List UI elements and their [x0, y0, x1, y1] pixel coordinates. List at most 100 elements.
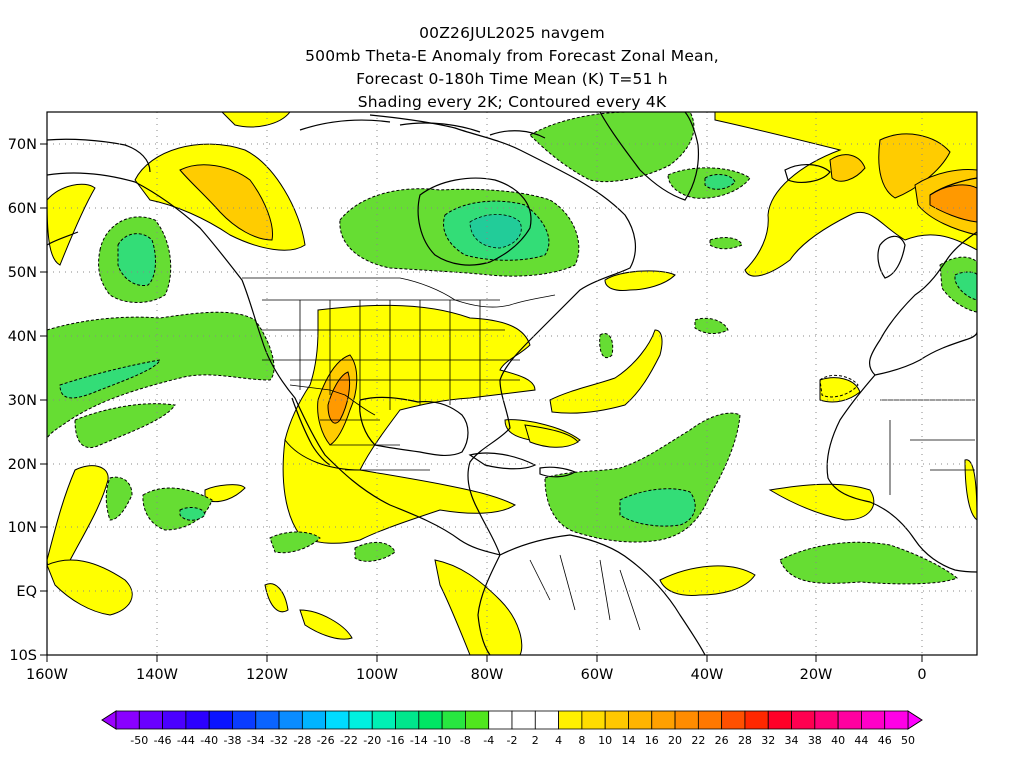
atlantic-northwest-positive — [604, 270, 676, 291]
north-atlantic-strong-negative — [704, 174, 736, 190]
colorbar-cell — [232, 710, 257, 730]
lon-label-140w: 140W — [136, 667, 178, 683]
colorbar-label: 28 — [738, 734, 752, 747]
longitude-labels: 160W 140W 120W 100W 80W 60W 40W 20W 0 — [26, 667, 927, 683]
south-america-coastline — [499, 534, 706, 655]
colorbar-label: 2 — [532, 734, 539, 747]
east-pacific-negative-south — [74, 403, 176, 449]
hudson-bay-very-strong-negative — [469, 214, 522, 249]
colorbar-cell — [884, 710, 909, 730]
colorbar-cell — [395, 710, 420, 730]
africa-east-positive — [964, 459, 977, 521]
very-strong-negative-regions — [469, 214, 522, 249]
british-isles-coastline — [877, 235, 906, 279]
colorbar-cells — [115, 710, 909, 730]
colorbar-cell — [348, 710, 373, 730]
colorbar-cell — [674, 710, 699, 730]
atlantic-small-negative — [694, 317, 729, 334]
colorbar-cell — [744, 710, 769, 730]
colorbar-cell — [208, 710, 233, 730]
title-line-1: 00Z26JUL2025 navgem — [419, 24, 605, 42]
us-mexico-border — [289, 384, 376, 416]
colorbar-label: 8 — [578, 734, 585, 747]
cuba-coastline — [468, 452, 537, 470]
lat-label-50n: 50N — [8, 265, 37, 281]
east-pacific-band-strong-negative — [59, 359, 161, 399]
title-line-3: Forecast 0-180h Time Mean (K) T=51 h — [356, 70, 668, 88]
europe-coastline — [868, 231, 977, 376]
latitude-labels: 70N 60N 50N 40N 30N 20N 10N EQ 10S — [8, 137, 37, 664]
baja-coastline — [291, 397, 331, 466]
gulf-of-alaska-strong-negative — [117, 233, 156, 287]
colorbar-cell — [162, 710, 187, 730]
west-africa-positive — [768, 483, 875, 521]
lon-label-80w: 80W — [471, 667, 504, 683]
pacific-equator-small-positive — [264, 583, 289, 613]
lon-label-160w: 160W — [26, 667, 68, 683]
colorbar-cell — [441, 710, 466, 730]
colorbar-label: -32 — [270, 734, 288, 747]
atlantic-mid-negative — [599, 333, 614, 359]
colorbar-label: -8 — [460, 734, 471, 747]
atlantic-northeast-strong-positive — [878, 133, 951, 199]
colorbar-label: -10 — [433, 734, 451, 747]
caribbean-positive — [524, 424, 579, 448]
south-america-north-positive — [434, 559, 523, 655]
north-america-west-coastline — [47, 172, 501, 556]
colorbar-cell — [628, 710, 653, 730]
colorbar-label: 16 — [645, 734, 659, 747]
north-america-east-coastline — [369, 114, 637, 556]
colorbar-cell — [651, 710, 676, 730]
lon-label-0: 0 — [917, 667, 926, 683]
us-state-grid — [262, 299, 520, 410]
grid-lines — [47, 112, 977, 655]
colorbar-label: 22 — [691, 734, 705, 747]
colorbar-label: -22 — [340, 734, 358, 747]
lon-label-100w: 100W — [356, 667, 398, 683]
colorbar-label: -40 — [200, 734, 218, 747]
colorbar-label: 14 — [621, 734, 635, 747]
pacific-small-strong-negative — [179, 507, 206, 521]
africa-coast-negative — [819, 374, 859, 398]
map-frame — [46, 111, 978, 656]
pacific-small-positive — [204, 484, 246, 503]
east-pacific-small-positive — [47, 183, 96, 266]
colorbar-label: -38 — [223, 734, 241, 747]
lat-label-70n: 70N — [8, 137, 37, 153]
greenland-coastline — [599, 112, 700, 201]
colorbar-label: -46 — [154, 734, 172, 747]
pacific-small-negative-3 — [354, 542, 396, 562]
lon-label-40w: 40W — [691, 667, 724, 683]
colorbar-cell — [581, 710, 606, 730]
us-canada-border — [242, 277, 556, 308]
colorbar-cell — [325, 710, 350, 730]
colorbar-cell — [418, 710, 443, 730]
lat-label-10n: 10N — [8, 520, 37, 536]
iceland-coastline — [784, 164, 831, 183]
alaska-coastline — [47, 138, 151, 173]
lat-label-30n: 30N — [8, 393, 37, 409]
aleutians-coastline — [47, 231, 79, 246]
colorbar-label: -14 — [410, 734, 428, 747]
colorbar-cell — [837, 710, 862, 730]
colorbar-cell — [115, 710, 140, 730]
atlantic-central-positive — [549, 329, 663, 414]
map-area — [47, 112, 977, 655]
lat-label-40n: 40N — [8, 329, 37, 345]
title-line-2: 500mb Theta-E Anomaly from Forecast Zona… — [305, 47, 719, 65]
very-strong-positive-regions — [327, 184, 977, 424]
colorbar-cell — [558, 710, 583, 730]
colorbar-cell — [488, 710, 513, 730]
south-america-borders — [529, 554, 641, 631]
south-america-west-coastline — [477, 554, 501, 655]
colorbar-label: -28 — [293, 734, 311, 747]
pacific-small-negative-2 — [269, 531, 321, 554]
colorbar-label: 20 — [668, 734, 682, 747]
colorbar-cell — [138, 710, 163, 730]
mexico-states — [320, 419, 430, 471]
colorbar-cell — [791, 710, 816, 730]
colorbar-cell — [767, 710, 792, 730]
colorbar-cell — [697, 710, 723, 730]
arctic-islands-coastline — [299, 119, 546, 139]
us-southwest-very-strong-positive — [327, 371, 351, 424]
